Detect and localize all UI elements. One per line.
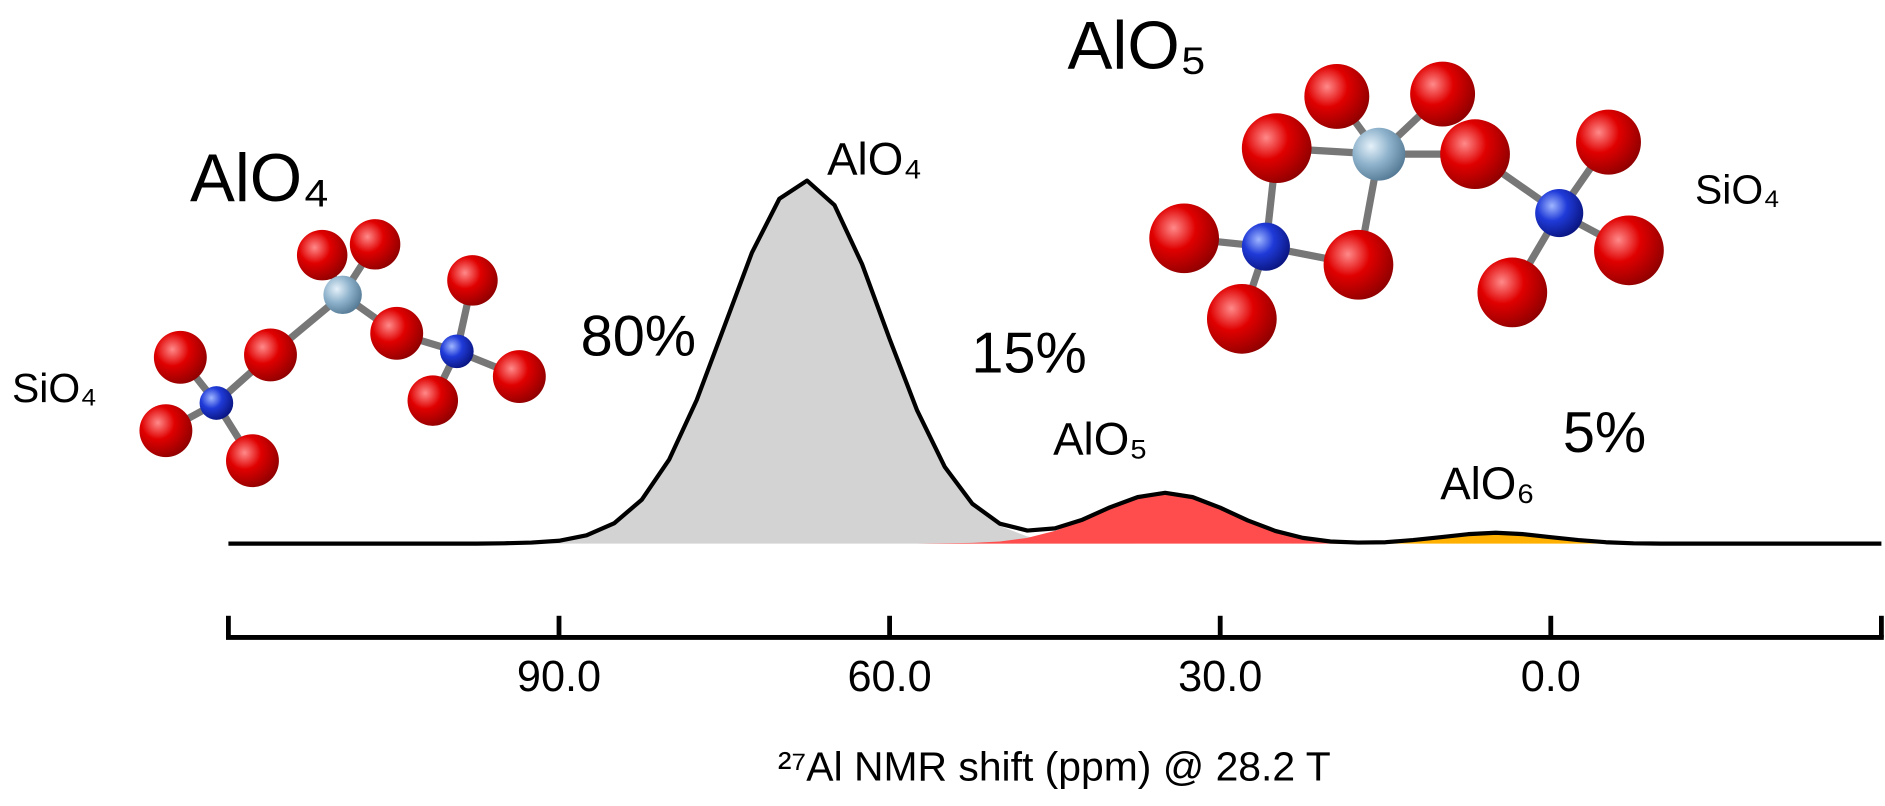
x-tick-label: 60.0 xyxy=(847,653,931,701)
x-tick-label: 30.0 xyxy=(1178,653,1262,701)
spectrum-line xyxy=(228,178,1882,546)
molecule-label: AlO₅ xyxy=(1068,9,1207,84)
peak-label: AlO₅ xyxy=(1053,414,1148,465)
si-atom xyxy=(439,334,474,369)
si-atom xyxy=(1535,189,1584,238)
plot-area: 90.0 60.0 30.0 0.0 xyxy=(226,178,1884,701)
component-area xyxy=(228,492,1882,544)
x-axis-label: ²⁷Al NMR shift (ppm) @ 28.2 T xyxy=(778,743,1331,789)
molecule-aluminosilicate-4: AlO₄ SiO₄ xyxy=(12,141,546,488)
x-tick-label: 90.0 xyxy=(517,653,601,701)
site-label: SiO₄ xyxy=(12,365,97,411)
site-label: SiO₄ xyxy=(1695,166,1780,212)
oxygen-atoms xyxy=(139,219,546,488)
fraction-label: 5% xyxy=(1563,401,1646,465)
fraction-label: 80% xyxy=(581,305,696,369)
oxygen-atoms xyxy=(1149,61,1664,354)
si-atom xyxy=(199,386,234,420)
al-atom xyxy=(323,275,362,315)
x-tick-label: 0.0 xyxy=(1521,653,1581,701)
molecule-aluminosilicate-5: AlO₅ SiO₄ xyxy=(1068,9,1780,354)
molecule-label: AlO₄ xyxy=(190,141,330,216)
si-atom xyxy=(1241,222,1290,271)
peak-label: AlO₆ xyxy=(1440,458,1535,509)
fraction-label: 15% xyxy=(971,322,1086,386)
peak-label: AlO₄ xyxy=(827,134,922,185)
al-atom xyxy=(1352,127,1406,181)
